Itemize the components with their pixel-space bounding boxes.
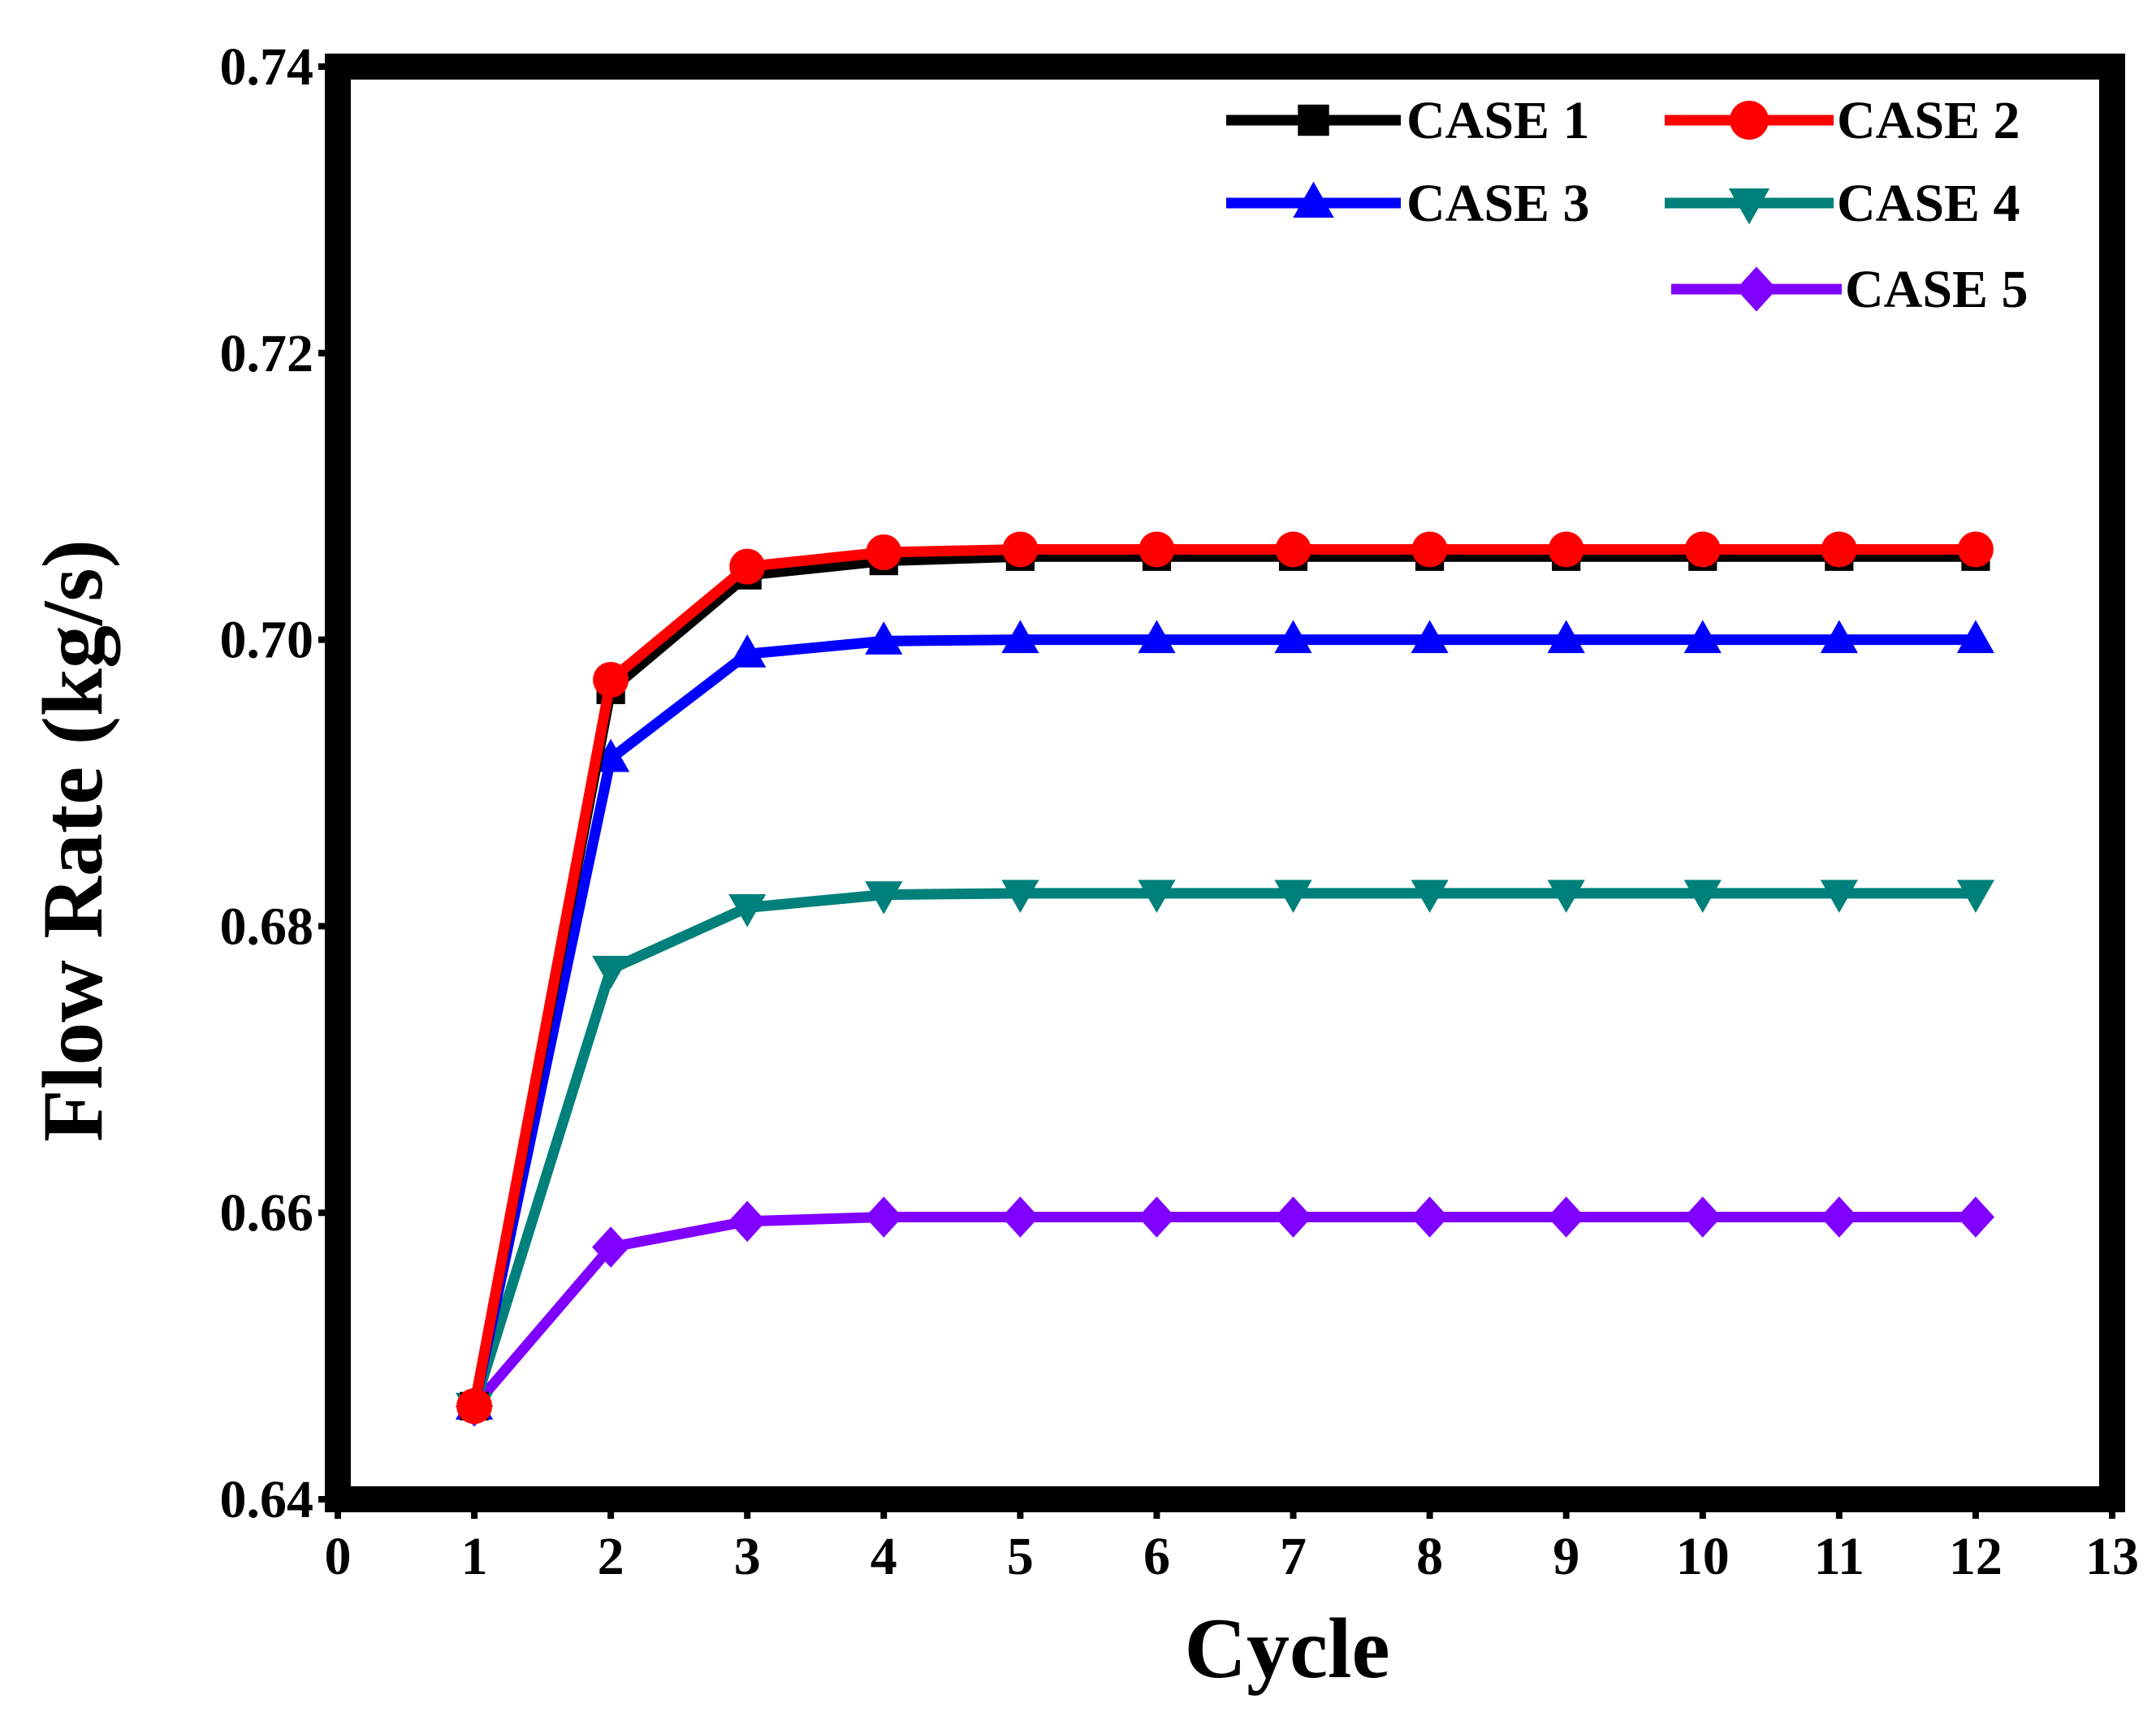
data-point-case-3 [1547,620,1585,654]
x-tick-label: 2 [598,1527,624,1586]
series-case-5 [455,1196,1995,1427]
legend-label-case-5: CASE 5 [1845,260,2029,319]
legend-entry-case-2: CASE 2 [1665,91,2020,150]
data-point-case-5 [1547,1196,1585,1238]
series-line-case-2 [469,543,1981,1412]
data-point-case-5 [1274,1196,1312,1238]
legend: CASE 1 CASE 2 CASE 3 CASE 4 CASE 5 [1226,91,2029,319]
legend-label-case-1: CASE 1 [1406,91,1590,150]
x-tick-label: 13 [2085,1527,2139,1586]
y-tick-label: 0.66 [220,1183,314,1243]
data-point-case-3 [1683,620,1722,654]
legend-marker-case-4 [1728,188,1770,225]
data-point-case-4 [728,893,767,928]
series-line-case-5 [469,1211,1981,1412]
series-case-1 [460,542,1990,1420]
data-point-case-3 [1956,620,1995,654]
x-tick-label: 5 [1007,1527,1034,1586]
series-case-4 [455,880,1995,1426]
axis-ticks: 0.640.660.680.700.720.740 1 2 3 4 5 6 7 8 9 10 11 12… [220,37,2140,1586]
data-point-case-4 [1956,880,1995,914]
data-point-case-5 [1683,1196,1722,1238]
legend-entry-case-1: CASE 1 [1226,91,1590,150]
series-case-3 [455,620,1995,1420]
data-point-case-3 [1001,620,1039,654]
legend-marker-case-2 [1730,101,1769,140]
data-point-case-2 [1548,531,1584,568]
y-tick-label: 0.74 [220,37,314,97]
data-point-case-2 [1411,531,1448,568]
data-point-case-3 [1411,620,1449,654]
data-point-case-5 [1956,1196,1995,1238]
data-point-case-5 [865,1196,903,1238]
data-point-case-2 [1821,531,1857,568]
data-point-case-2 [1957,531,1994,568]
legend-marker-case-1 [1298,104,1329,136]
legend-label-case-3: CASE 3 [1406,174,1590,233]
data-point-case-4 [1820,880,1858,914]
data-point-case-4 [865,881,903,915]
data-point-case-5 [728,1200,767,1243]
plot-series [455,531,1995,1427]
data-point-case-2 [1138,531,1175,568]
data-point-case-4 [592,955,630,989]
legend-label-case-4: CASE 4 [1837,174,2020,233]
x-tick-label: 10 [1676,1527,1730,1586]
series-line-case-3 [469,634,1981,1412]
legend-entry-case-4: CASE 4 [1665,174,2020,233]
data-point-case-4 [1001,880,1039,914]
data-point-case-5 [1001,1196,1039,1238]
x-tick-label: 7 [1280,1527,1307,1586]
x-tick-label: 1 [461,1527,488,1586]
data-point-case-5 [1820,1196,1858,1238]
y-tick-label: 0.68 [220,897,314,956]
x-tick-label: 3 [734,1527,761,1586]
x-axis-title: Cycle [1184,1601,1389,1696]
x-tick-label: 12 [1949,1527,2003,1586]
data-point-case-3 [865,621,903,655]
data-point-case-5 [592,1226,630,1268]
x-tick-label: 9 [1553,1527,1579,1586]
legend-marker-case-5 [1735,266,1778,312]
data-point-case-2 [1684,531,1721,568]
data-point-case-2 [593,661,629,698]
x-tick-label: 0 [325,1527,352,1586]
series-case-2 [456,531,1994,1425]
y-tick-label: 0.72 [220,324,314,383]
data-point-case-4 [1138,880,1176,914]
legend-marker-case-3 [1293,181,1334,218]
data-point-case-4 [1547,880,1585,914]
x-tick-label: 4 [871,1527,897,1586]
x-tick-label: 8 [1416,1527,1443,1586]
data-point-case-2 [1275,531,1311,568]
data-point-case-2 [729,548,766,585]
data-point-case-5 [1138,1196,1176,1238]
data-point-case-4 [1274,880,1312,914]
data-point-case-5 [1411,1196,1449,1238]
x-tick-label: 6 [1143,1527,1170,1586]
y-tick-label: 0.64 [220,1470,314,1529]
legend-entry-case-3: CASE 3 [1226,174,1590,233]
data-point-case-3 [1138,620,1176,654]
data-point-case-2 [1002,531,1039,568]
data-point-case-2 [866,534,902,570]
data-point-case-4 [1683,880,1722,914]
plot-frame [325,54,2125,1512]
series-line-case-1 [469,551,1981,1412]
data-point-case-4 [1411,880,1449,914]
data-point-case-3 [1274,620,1312,654]
series-line-case-4 [469,888,1981,1412]
x-tick-label: 11 [1814,1527,1864,1586]
data-point-case-3 [728,634,767,668]
y-tick-label: 0.70 [220,611,314,670]
data-point-case-3 [1820,620,1858,654]
data-point-case-2 [456,1388,493,1425]
legend-label-case-2: CASE 2 [1837,91,2020,150]
y-axis-title: Flow Rate (kg/s) [25,539,120,1142]
legend-entry-case-5: CASE 5 [1671,260,2029,319]
